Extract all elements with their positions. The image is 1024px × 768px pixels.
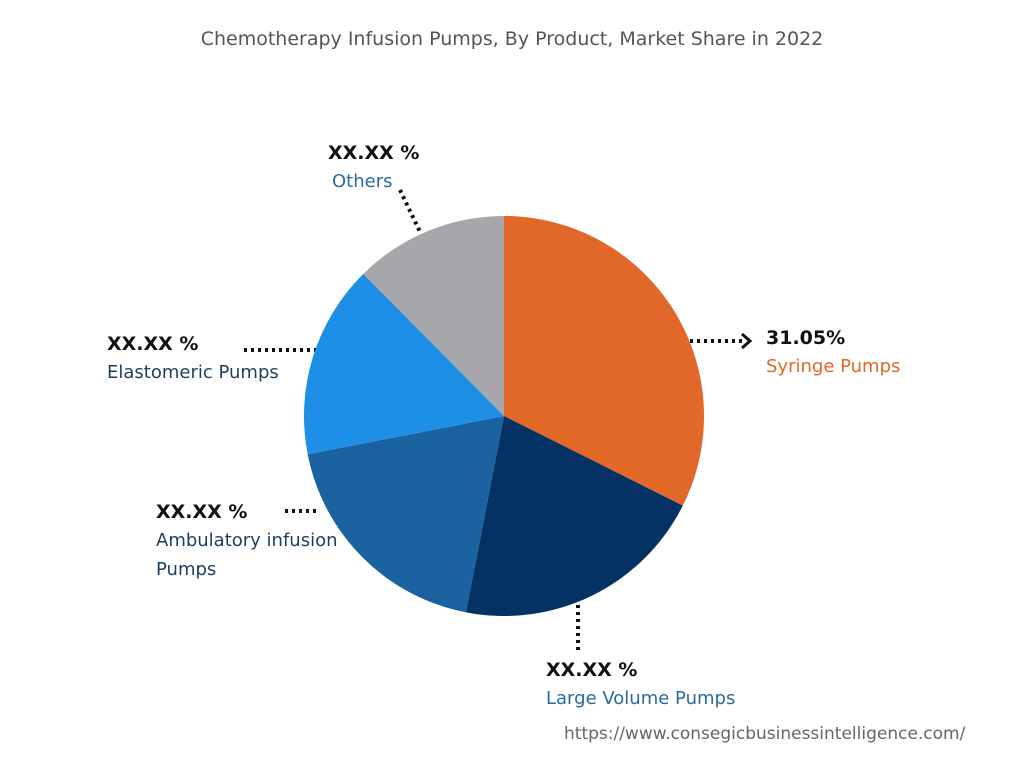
value-label: XX.XX % [156,501,248,523]
category-label: Elastomeric Pumps [107,362,279,383]
source: https://www.consegicbusinessintelligence… [564,724,966,744]
category-label: Syringe Pumps [766,356,901,377]
pie-slice [304,273,504,455]
slice-label: XX.XX % Large Volume Pumps [546,656,735,713]
pie-slice [465,416,683,616]
value-label: 31.05% [766,327,846,349]
value-label: XX.XX % [328,142,420,164]
pie-slice [363,216,504,416]
category-label: Large Volume Pumps [546,688,736,709]
leader-line [398,189,422,233]
value-label: XX.XX % [546,659,638,681]
slice-label: XX.XX % Elastomeric Pumps [107,330,279,387]
category-label: Others [332,171,393,192]
chart-title: Chemotherapy Infusion Pumps, By Product,… [200,28,824,50]
slice-label: 31.05% Syringe Pumps [766,324,900,381]
pie-slice [307,416,504,613]
arrow-head [741,332,753,350]
category-label: Ambulatory infusion Pumps [156,530,338,580]
value-label: XX.XX % [107,333,199,355]
slice-label: XX.XX % Others [328,139,419,196]
slice-label: XX.XX % Ambulatory infusion Pumps [156,498,346,584]
pie-slice [504,216,704,506]
